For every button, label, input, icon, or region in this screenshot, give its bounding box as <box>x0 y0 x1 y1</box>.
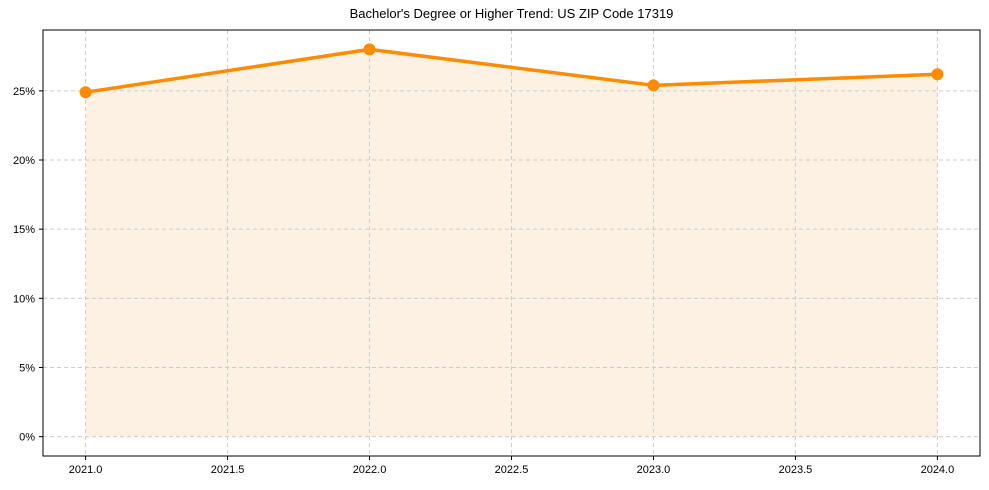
y-tick-label: 10% <box>13 293 35 305</box>
x-tick-label: 2024.0 <box>921 464 955 476</box>
y-tick-label: 15% <box>13 224 35 236</box>
data-point <box>931 68 944 81</box>
x-tick-label: 2022.5 <box>495 464 529 476</box>
data-point <box>363 43 376 56</box>
y-tick-label: 0% <box>19 432 35 444</box>
data-point <box>647 79 660 92</box>
data-line <box>85 47 938 94</box>
x-tick-label: 2021.5 <box>211 464 245 476</box>
x-tick-label: 2023.5 <box>779 464 813 476</box>
x-tick-label: 2021.0 <box>69 464 103 476</box>
y-tick-label: 5% <box>19 362 35 374</box>
y-tick-label: 25% <box>13 86 35 98</box>
plot-frame <box>42 29 981 457</box>
y-tick-label: 20% <box>13 155 35 167</box>
x-tick-label: 2023.0 <box>637 464 671 476</box>
x-tick-label: 2022.0 <box>353 464 387 476</box>
data-point <box>79 86 92 99</box>
chart-title: Bachelor's Degree or Higher Trend: US ZI… <box>349 6 674 21</box>
